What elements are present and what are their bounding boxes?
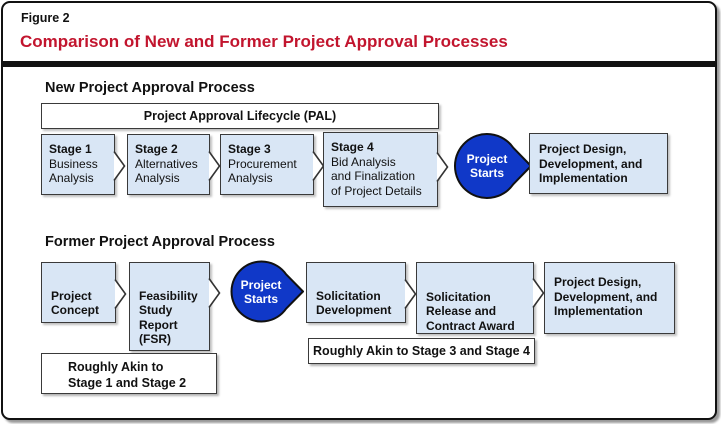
stage-4-title: Stage 4 [331,140,374,154]
project-concept-label: Project Concept [51,288,99,318]
roughly-akin-stage-3-4-note: Roughly Akin to Stage 3 and Stage 4 [308,338,535,364]
project-starts-milestone-new: Project Starts [453,131,535,201]
flow-chevron-icon [403,279,416,309]
flow-chevron-icon [207,151,220,181]
pal-lifecycle-box: Project Approval Lifecycle (PAL) [41,103,439,129]
stage-2-box: Stage 2 Alternatives Analysis [127,134,220,195]
stage-4-body: Bid Analysis and Finalization of Project… [331,154,422,198]
former-process-heading: Former Project Approval Process [45,234,275,250]
project-concept-box: Project Concept [41,262,126,323]
fsr-label: Feasibility Study Report (FSR) [139,288,198,347]
new-result-box: Project Design, Development, and Impleme… [529,133,668,194]
solicitation-development-box: Solicitation Development [306,262,416,323]
figure-number: Figure 2 [21,11,70,25]
project-starts-label: Project Starts [466,152,508,180]
figure-title: Comparison of New and Former Project App… [20,32,508,51]
flow-chevron-icon [113,279,126,309]
flow-chevron-icon [531,278,544,308]
stage-3-box: Stage 3 Procurement Analysis [220,134,324,195]
header-divider [3,61,715,67]
stage-4-box: Stage 4 Bid Analysis and Finalization of… [323,132,448,207]
project-starts-milestone-former: Project Starts [229,259,307,325]
solicitation-release-label: Solicitation Release and Contract Award [426,289,515,333]
solicitation-release-box: Solicitation Release and Contract Award [416,262,544,334]
stage-1-title: Stage 1 [49,142,92,156]
flow-chevron-icon [112,151,125,181]
new-process-heading: New Project Approval Process [45,80,255,96]
stage-3-body: Procurement Analysis [228,156,297,186]
flow-chevron-icon [435,152,448,182]
stage-2-body: Alternatives Analysis [135,156,198,186]
project-starts-circle-icon [230,260,304,323]
stage-1-box: Stage 1 Business Analysis [41,134,125,195]
project-starts-label: Project Starts [240,278,282,306]
stage-3-title: Stage 3 [228,142,271,156]
fsr-box: Feasibility Study Report (FSR) [129,262,220,351]
project-starts-circle-icon [454,133,532,199]
stage-1-body: Business Analysis [49,156,98,186]
flow-chevron-icon [207,278,220,308]
stage-2-title: Stage 2 [135,142,178,156]
roughly-akin-stage-1-2-note: Roughly Akin to Stage 1 and Stage 2 [41,353,217,394]
former-result-box: Project Design, Development, and Impleme… [544,262,675,334]
solicitation-development-label: Solicitation Development [316,288,392,318]
